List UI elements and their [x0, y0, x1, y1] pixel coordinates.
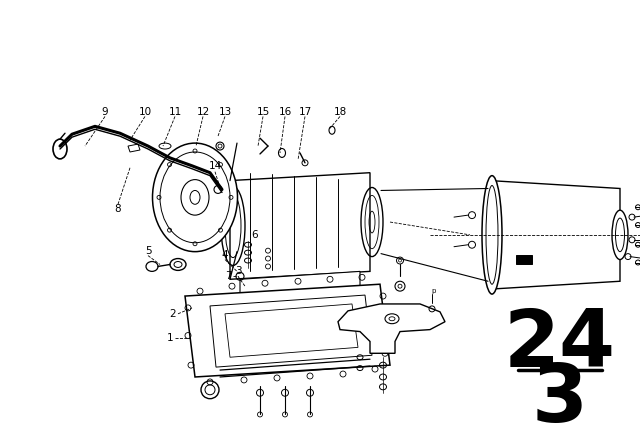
Text: 4: 4: [221, 250, 228, 259]
Text: 13: 13: [218, 107, 232, 116]
Text: 16: 16: [278, 107, 292, 116]
Text: 24: 24: [504, 306, 616, 384]
Text: p: p: [432, 288, 436, 294]
Text: 12: 12: [196, 107, 210, 116]
Text: 6: 6: [252, 230, 259, 240]
Text: 17: 17: [298, 107, 312, 116]
Polygon shape: [240, 271, 360, 297]
Ellipse shape: [482, 176, 502, 294]
Polygon shape: [128, 144, 140, 152]
Text: 2: 2: [170, 309, 176, 319]
Text: 3: 3: [235, 267, 241, 276]
Text: 10: 10: [138, 107, 152, 116]
Polygon shape: [225, 304, 358, 357]
Text: 11: 11: [168, 107, 182, 116]
Text: 3: 3: [532, 361, 588, 439]
Polygon shape: [210, 295, 372, 367]
Text: 9: 9: [102, 107, 108, 116]
Text: 7: 7: [225, 271, 231, 281]
Ellipse shape: [395, 281, 405, 291]
Text: 8: 8: [115, 204, 122, 214]
Text: 15: 15: [257, 107, 269, 116]
Ellipse shape: [152, 143, 237, 252]
Polygon shape: [230, 172, 370, 279]
Polygon shape: [185, 284, 390, 377]
Text: 1: 1: [166, 332, 173, 343]
Text: 18: 18: [333, 107, 347, 116]
Ellipse shape: [612, 210, 628, 259]
Text: 14: 14: [209, 161, 221, 171]
Polygon shape: [338, 304, 445, 353]
Ellipse shape: [170, 258, 186, 271]
Bar: [516, 254, 532, 264]
Polygon shape: [490, 181, 620, 289]
Text: 5: 5: [145, 246, 151, 256]
